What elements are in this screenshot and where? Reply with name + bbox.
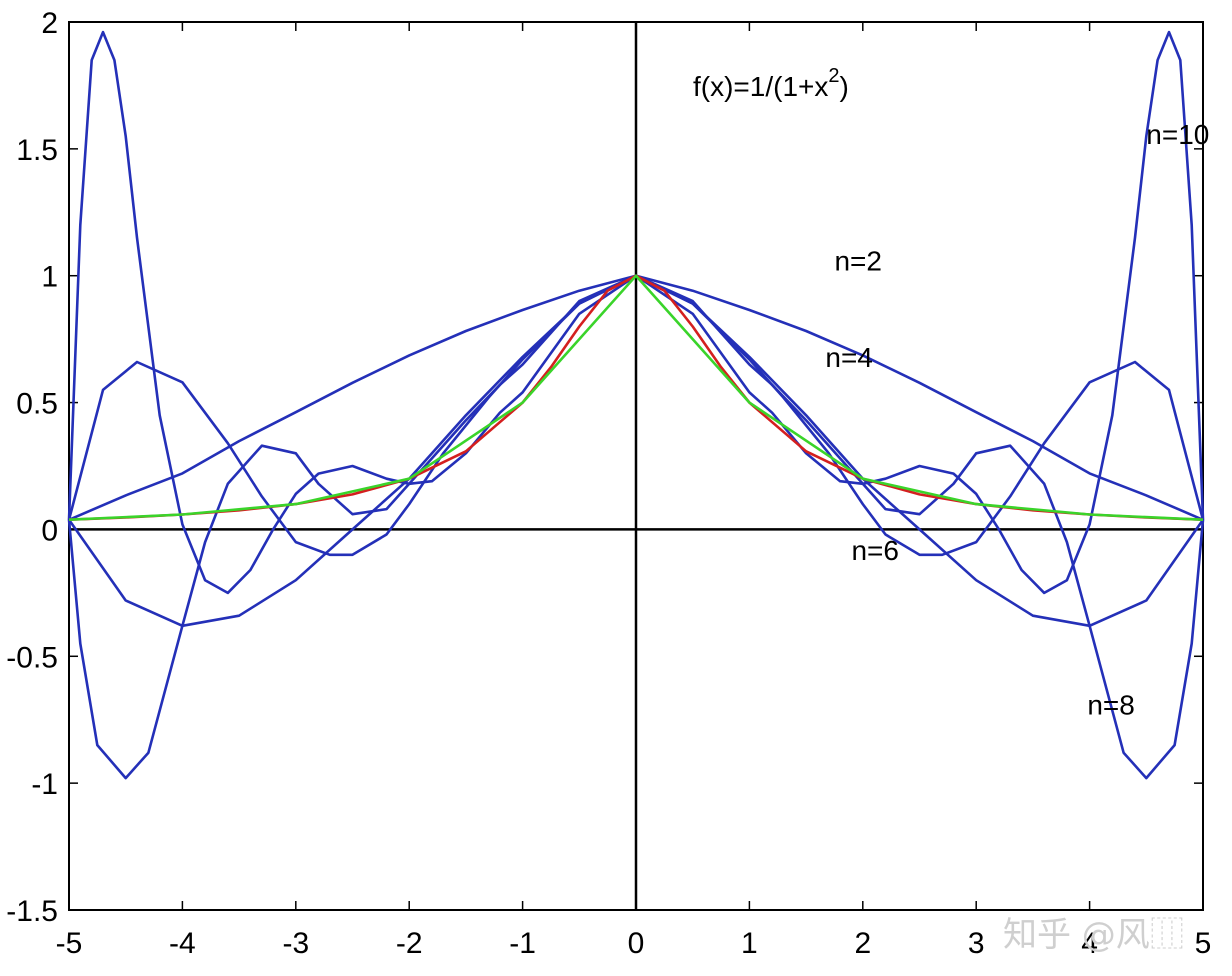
zero-axes (69, 22, 1203, 910)
degree-label: n=2 (834, 246, 882, 277)
y-tick-label: 2 (41, 7, 58, 40)
x-tick-label: -4 (169, 927, 196, 960)
x-tick-label: 0 (628, 927, 645, 960)
function-label-tail: ) (840, 71, 849, 102)
x-tick-label: 4 (1081, 927, 1098, 960)
degree-label: n=8 (1087, 690, 1135, 721)
x-tick-label: -3 (282, 927, 309, 960)
degree-label: n=4 (825, 342, 873, 373)
y-tick-label: 0.5 (16, 388, 58, 421)
watermark-text: 知乎 @风 (1003, 915, 1150, 955)
piecewise-linear-line (68, 274, 1204, 521)
function-label-base: f(x)=1/(1+x (693, 71, 828, 102)
x-tick-label: 5 (1195, 927, 1212, 960)
y-tick-label: 0 (41, 514, 58, 547)
y-tick-label: -0.5 (6, 641, 58, 674)
x-tick-label: 3 (968, 927, 985, 960)
x-tick-label: 1 (741, 927, 758, 960)
function-label-exponent: 2 (828, 65, 839, 87)
tick-labels: -5 -4 -3 -2 -1 0 1 2 3 4 5 -1.5 -1 -0.5 0 0.5 1 1.5 2 (6, 7, 1211, 960)
watermark: 知乎 @风 ⿲ (1003, 915, 1184, 955)
watermark-glyph: ⿲ (1150, 915, 1184, 955)
function-label: f(x)=1/(1+x2) (693, 65, 849, 102)
y-tick-label: 1.5 (16, 134, 58, 167)
degree-label: n=6 (851, 535, 899, 566)
y-tick-label: -1.5 (6, 895, 58, 928)
x-tick-label: -5 (56, 927, 83, 960)
series-layer (67, 30, 1205, 780)
y-tick-label: 1 (41, 261, 58, 294)
degree-annotations: n=10 n=2 n=4 n=6 n=8 (825, 119, 1209, 721)
x-tick-label: -1 (509, 927, 536, 960)
x-tick-label: -2 (396, 927, 423, 960)
y-tick-label: -1 (31, 768, 58, 801)
x-tick-label: 2 (854, 927, 871, 960)
degree-label: n=10 (1146, 119, 1209, 150)
